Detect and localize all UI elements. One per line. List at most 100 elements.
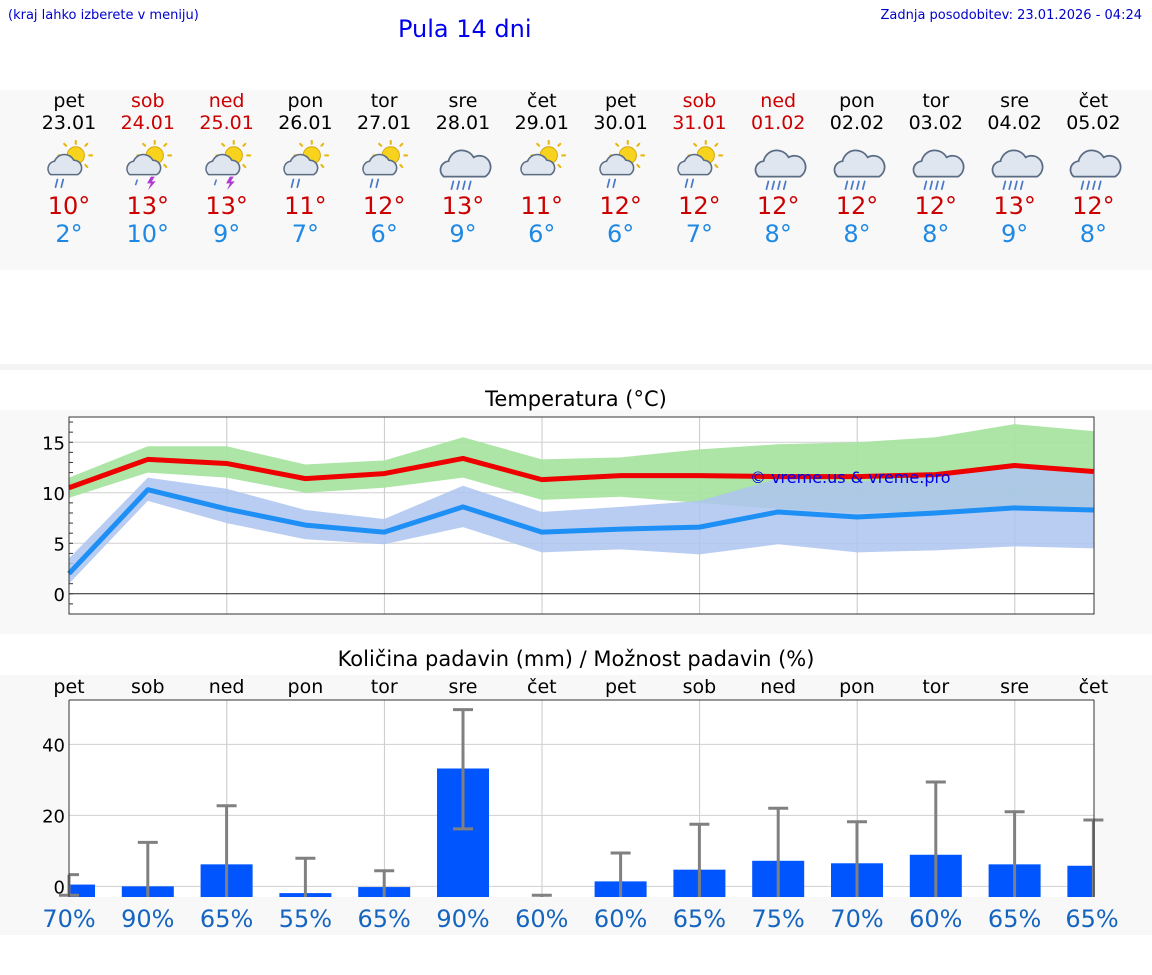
precipitation-probability: 65% <box>1065 905 1118 933</box>
max-temperature: 12° <box>362 192 406 220</box>
day-column: pon 26.01 11° 7° <box>266 90 344 248</box>
precipitation-probability: 75% <box>752 905 805 933</box>
day-column: pet 23.01 10° 2° <box>30 90 108 248</box>
section-divider <box>0 364 1152 370</box>
day-name: čet <box>527 90 557 112</box>
sun-cloud-rain-icon <box>283 140 330 189</box>
y-tick-label: 0 <box>54 585 65 606</box>
min-temperature: 9° <box>449 220 477 248</box>
y-tick-label: 20 <box>42 806 65 827</box>
cloud-rain-icon <box>1070 149 1122 190</box>
precipitation-probability: 55% <box>279 905 332 933</box>
sun-cloud-rain-icon <box>598 140 645 189</box>
precip-day-label: sre <box>449 676 478 698</box>
precipitation-bar <box>1067 865 1094 897</box>
precip-day-label: sob <box>131 676 165 698</box>
day-date: 28.01 <box>435 112 491 134</box>
day-column: čet 29.01 11° 6° <box>503 90 581 248</box>
day-name: sob <box>682 90 717 112</box>
day-date: 31.01 <box>672 112 727 134</box>
day-column: ned 25.01 13° 9° <box>188 90 266 248</box>
max-temperature: 12° <box>835 192 879 220</box>
min-temperature: 9° <box>1000 220 1029 248</box>
min-temperature: 2° <box>55 220 83 248</box>
day-column: ned 01.02 12° 8° <box>739 90 817 248</box>
precip-day-label: pon <box>288 676 324 698</box>
day-name: sre <box>1000 90 1030 112</box>
max-temperature: 12° <box>599 192 642 220</box>
max-temperature: 11° <box>284 192 327 220</box>
day-name: tor <box>370 90 398 112</box>
precip-day-label: pet <box>53 676 84 698</box>
day-date: 02.02 <box>829 112 885 134</box>
precipitation-probability: 65% <box>200 905 253 933</box>
precip-day-label: tor <box>922 676 949 698</box>
max-temperature: 13° <box>441 192 485 220</box>
day-column: tor 03.02 12° 8° <box>897 90 975 248</box>
daily-forecast-panel <box>0 90 1152 270</box>
last-updated: Zadnja posodobitev: 23.01.2026 - 04:24 <box>880 8 1142 23</box>
min-temperature: 9° <box>212 220 241 248</box>
cloud-rain-icon <box>991 149 1044 190</box>
precipitation-probability: 90% <box>121 905 174 933</box>
max-temperature: 12° <box>914 192 958 220</box>
min-temperature: 8° <box>1079 220 1108 248</box>
min-temperature: 8° <box>922 220 950 248</box>
day-date: 30.01 <box>593 112 648 134</box>
day-column: tor 27.01 12° 6° <box>345 90 423 248</box>
day-name: sob <box>131 90 165 112</box>
precip-day-label: sre <box>1000 676 1029 698</box>
precipitation-probability: 60% <box>909 905 962 933</box>
day-column: pet 30.01 12° 6° <box>582 90 660 248</box>
precipitation-probability: 60% <box>515 905 568 933</box>
day-name: tor <box>922 90 950 112</box>
day-date: 24.01 <box>120 112 175 134</box>
day-column: sob 24.01 13° 10° <box>109 90 187 248</box>
sun-cloud-rain-icon <box>47 140 94 189</box>
max-temperature: 12° <box>756 192 800 220</box>
max-temperature: 12° <box>678 192 721 220</box>
sun-cloud-thunder-icon <box>204 140 251 191</box>
cloud-rain-icon <box>833 149 886 190</box>
max-temperature: 13° <box>126 192 170 220</box>
min-temperature: 10° <box>126 220 170 248</box>
y-tick-label: 5 <box>54 534 65 555</box>
precipitation-probability: 70% <box>830 905 883 933</box>
watermark: © vreme.us & vreme.pro <box>750 468 951 487</box>
sun-cloud-thunder-icon <box>126 140 172 191</box>
max-temperature: 11° <box>520 192 564 220</box>
max-temperature: 13° <box>993 192 1036 220</box>
day-date: 05.02 <box>1066 112 1121 134</box>
temperature-plot-frame <box>68 416 1095 615</box>
min-temperature: 8° <box>764 220 792 248</box>
sun-cloud-rain-icon <box>362 140 409 189</box>
precip-day-label: tor <box>371 676 398 698</box>
day-date: 23.01 <box>41 112 97 134</box>
day-date: 01.02 <box>750 112 806 134</box>
day-name: ned <box>760 90 797 112</box>
sun-cloud-rain-icon <box>677 140 724 189</box>
day-column: pon 02.02 12° 8° <box>818 90 896 248</box>
y-tick-label: 40 <box>42 735 65 756</box>
day-name: ned <box>208 90 245 112</box>
day-name: pet <box>53 90 85 112</box>
precip-day-label: sob <box>683 676 717 698</box>
max-temperature-line <box>68 455 1094 491</box>
min-temperature: 7° <box>291 220 320 248</box>
precipitation-probability: 65% <box>988 905 1041 933</box>
precipitation-probability: 65% <box>673 905 726 933</box>
page-title: Pula 14 dni <box>398 15 532 43</box>
precip-day-label: pet <box>605 676 636 698</box>
precipitation-probability: 65% <box>358 905 411 933</box>
precipitation-probability: 70% <box>42 905 95 933</box>
precip-day-label: ned <box>209 676 245 698</box>
day-date: 29.01 <box>514 112 569 134</box>
cloud-rain-icon <box>439 149 492 190</box>
min-temperature-line <box>67 487 1094 576</box>
day-column: sre 04.02 13° 9° <box>976 90 1054 248</box>
min-temperature: 7° <box>685 220 714 248</box>
precipitation-probability: 60% <box>594 905 647 933</box>
min-temperature: 8° <box>843 220 871 248</box>
day-date: 04.02 <box>987 112 1042 134</box>
